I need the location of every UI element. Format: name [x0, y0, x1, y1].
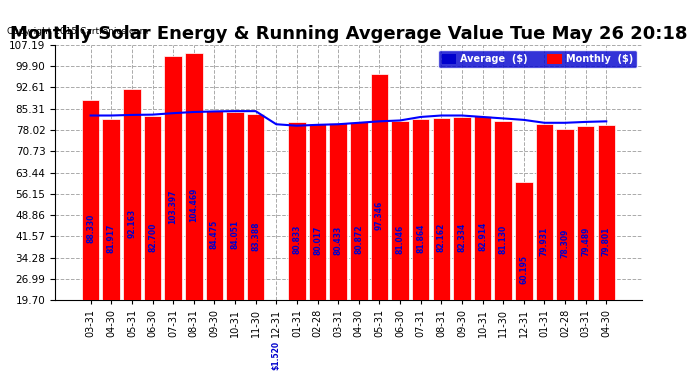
Bar — [185, 53, 203, 357]
Text: 103.397: 103.397 — [168, 189, 177, 224]
Bar — [308, 124, 326, 357]
Text: 81.046: 81.046 — [395, 225, 404, 254]
Bar — [350, 122, 368, 357]
Bar — [164, 56, 182, 357]
Bar — [474, 116, 491, 357]
Text: 81.917: 81.917 — [107, 224, 116, 253]
Text: 79.801: 79.801 — [602, 226, 611, 256]
Text: 80.872: 80.872 — [354, 225, 363, 254]
Text: 82.162: 82.162 — [437, 223, 446, 252]
Text: 88.330: 88.330 — [86, 214, 95, 243]
Bar — [329, 123, 347, 357]
Legend: Average  ($), Monthly  ($): Average ($), Monthly ($) — [437, 50, 637, 68]
Bar — [412, 119, 429, 357]
Text: 84.051: 84.051 — [230, 220, 239, 249]
Text: 92.163: 92.163 — [128, 209, 137, 238]
Bar — [206, 111, 223, 357]
Text: 79.489: 79.489 — [581, 227, 590, 256]
Bar — [144, 116, 161, 357]
Text: 79.931: 79.931 — [540, 226, 549, 255]
Bar — [598, 125, 615, 357]
Text: 97.346: 97.346 — [375, 201, 384, 230]
Bar — [268, 353, 285, 357]
Bar — [103, 118, 120, 357]
Bar — [453, 117, 471, 357]
Text: 78.309: 78.309 — [560, 229, 569, 258]
Text: 84.475: 84.475 — [210, 220, 219, 249]
Bar — [515, 182, 533, 357]
Bar — [288, 122, 306, 357]
Title: Monthly Solar Energy & Running Avgerage Value Tue May 26 20:18: Monthly Solar Energy & Running Avgerage … — [10, 26, 687, 44]
Text: 80.017: 80.017 — [313, 226, 322, 255]
Bar — [82, 100, 99, 357]
Bar — [556, 129, 574, 357]
Text: 82.700: 82.700 — [148, 222, 157, 252]
Text: $1.520: $1.520 — [272, 340, 281, 370]
Text: 80.833: 80.833 — [293, 225, 302, 254]
Text: Copyright 2015 Cartronics.com: Copyright 2015 Cartronics.com — [7, 27, 148, 36]
Bar — [247, 114, 264, 357]
Bar — [391, 121, 408, 357]
Bar — [123, 89, 141, 357]
Bar — [577, 126, 594, 357]
Text: 80.433: 80.433 — [334, 226, 343, 255]
Bar — [433, 118, 450, 357]
Text: 60.195: 60.195 — [520, 255, 529, 284]
Bar — [371, 74, 388, 357]
Bar — [535, 124, 553, 357]
Text: 81.864: 81.864 — [416, 224, 425, 253]
Bar — [494, 121, 512, 357]
Text: 82.334: 82.334 — [457, 223, 466, 252]
Text: 83.388: 83.388 — [251, 221, 260, 251]
Text: 82.914: 82.914 — [478, 222, 487, 251]
Bar — [226, 112, 244, 357]
Text: 81.130: 81.130 — [499, 225, 508, 254]
Text: 104.469: 104.469 — [189, 188, 198, 222]
